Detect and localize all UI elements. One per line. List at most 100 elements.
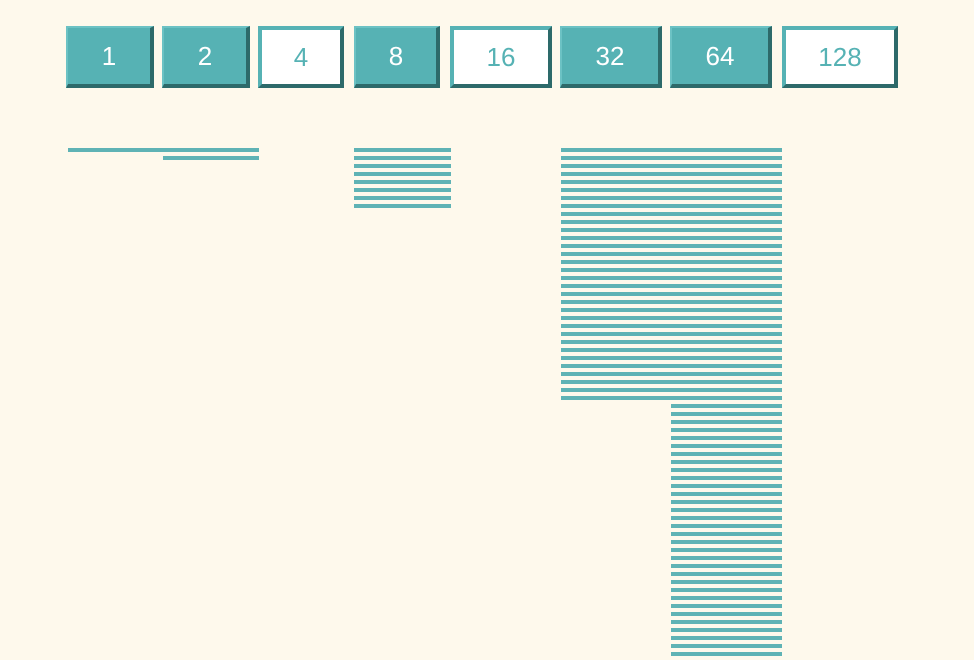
line-bar [671, 364, 782, 368]
toggle-label-4: 4 [293, 41, 309, 72]
line-bar [354, 196, 451, 200]
line-bar [671, 380, 782, 384]
line-bar [671, 172, 782, 176]
line-bar [561, 356, 671, 360]
line-bar [671, 500, 782, 504]
line-bar [671, 484, 782, 488]
line-bar [671, 244, 782, 248]
toggle-button-64[interactable]: 64 [670, 26, 772, 88]
line-bar [561, 300, 671, 304]
line-bar [561, 180, 671, 184]
line-bar [561, 196, 671, 200]
line-bar [671, 508, 782, 512]
toggle-button-4[interactable]: 4 [258, 26, 344, 88]
line-bar [561, 204, 671, 208]
line-bar [561, 340, 671, 344]
line-bar [561, 380, 671, 384]
line-bar [354, 164, 451, 168]
line-bar [671, 476, 782, 480]
line-bar [671, 420, 782, 424]
line-column-1 [68, 148, 163, 156]
line-bar [671, 268, 782, 272]
line-bar [671, 428, 782, 432]
line-bar [671, 532, 782, 536]
line-bar [671, 572, 782, 576]
line-bar [671, 644, 782, 648]
line-bar [671, 228, 782, 232]
toggle-button-2[interactable]: 2 [162, 26, 250, 88]
line-bar [354, 172, 451, 176]
line-bar [671, 236, 782, 240]
line-bar [671, 540, 782, 544]
line-bar [671, 604, 782, 608]
line-bar [671, 372, 782, 376]
line-bar [671, 492, 782, 496]
line-bar [671, 316, 782, 320]
toggle-button-128[interactable]: 128 [782, 26, 898, 88]
line-bar [671, 324, 782, 328]
line-bar [561, 148, 671, 152]
line-column-8 [354, 148, 451, 212]
line-bar [671, 468, 782, 472]
line-bar [561, 252, 671, 256]
line-bar [671, 292, 782, 296]
line-bar [561, 292, 671, 296]
line-bar [561, 316, 671, 320]
line-bar [671, 516, 782, 520]
line-bar [671, 252, 782, 256]
toggle-label-16: 16 [486, 41, 516, 72]
line-bar [163, 156, 259, 160]
line-bar [671, 460, 782, 464]
line-bar [671, 396, 782, 400]
line-column-64 [671, 148, 782, 660]
toggle-button-32[interactable]: 32 [560, 26, 662, 88]
line-bar [671, 356, 782, 360]
line-bar [671, 620, 782, 624]
line-bar [561, 244, 671, 248]
line-bar [561, 164, 671, 168]
line-bar [671, 636, 782, 640]
line-column-32 [561, 148, 671, 404]
line-bar [561, 284, 671, 288]
line-bar [354, 148, 451, 152]
line-bar [561, 324, 671, 328]
line-bar [671, 212, 782, 216]
line-bar [561, 260, 671, 264]
line-bar [561, 156, 671, 160]
line-bar [354, 180, 451, 184]
line-bar [561, 220, 671, 224]
toggle-label-32: 32 [595, 40, 625, 71]
toggle-label-1: 1 [101, 40, 117, 71]
line-bar [671, 556, 782, 560]
toggle-label-8: 8 [388, 40, 404, 71]
line-bar [671, 196, 782, 200]
line-bar [671, 348, 782, 352]
line-bar [561, 212, 671, 216]
line-bar [163, 148, 259, 152]
line-bar [671, 308, 782, 312]
line-bar [561, 188, 671, 192]
line-bar [671, 404, 782, 408]
line-bar [671, 444, 782, 448]
line-bar [354, 204, 451, 208]
line-bar [561, 372, 671, 376]
line-bar [671, 436, 782, 440]
line-bar [671, 612, 782, 616]
line-bar [561, 396, 671, 400]
line-bar [561, 308, 671, 312]
line-bar [561, 388, 671, 392]
line-bar [671, 548, 782, 552]
line-bar [671, 596, 782, 600]
line-bar [671, 388, 782, 392]
toggle-button-16[interactable]: 16 [450, 26, 552, 88]
line-bar [671, 340, 782, 344]
toggle-label-128: 128 [818, 41, 862, 72]
line-bar [671, 332, 782, 336]
line-bar [671, 300, 782, 304]
line-bar [561, 276, 671, 280]
line-bar [671, 652, 782, 656]
toggle-label-2: 2 [197, 40, 213, 71]
line-bar [671, 284, 782, 288]
toggle-button-1[interactable]: 1 [66, 26, 154, 88]
toggle-button-8[interactable]: 8 [354, 26, 440, 88]
